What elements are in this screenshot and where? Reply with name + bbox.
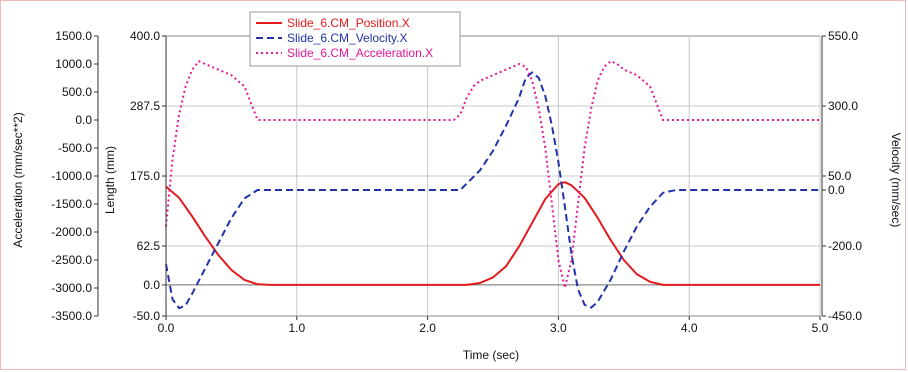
x-tick-label: 0.0 — [158, 321, 175, 335]
acceleration-axis-tick-label: -1000.0 — [51, 169, 92, 183]
velocity-axis-tick-label: -200.0 — [828, 239, 862, 253]
acceleration-axis-tick-label: -1500.0 — [51, 197, 92, 211]
length-axis-tick-label: 175.0 — [130, 169, 160, 183]
acceleration-axis-tick-label: -2500.0 — [51, 253, 92, 267]
acceleration-axis-tick-label: -2000.0 — [51, 225, 92, 239]
acceleration-axis-tick-label: -3000.0 — [51, 281, 92, 295]
acceleration-axis-tick-label: 500.0 — [62, 85, 92, 99]
length-axis-tick-label: 400.0 — [130, 29, 160, 43]
acceleration-axis-tick-label: 0.0 — [75, 113, 92, 127]
legend-box — [249, 11, 461, 67]
velocity-axis-tick-label: 300.0 — [828, 99, 858, 113]
length-axis-tick-label: 287.5 — [130, 99, 160, 113]
legend-label-1: Slide_6.CM_Velocity.X — [287, 31, 408, 45]
velocity-axis-tick-label: 0.0 — [828, 183, 845, 197]
series-line-0 — [165, 181, 820, 286]
legend: Slide_6.CM_Position.XSlide_6.CM_Velocity… — [249, 11, 461, 67]
y-axis-title-velocity: Velocity (mm/sec) — [889, 133, 903, 228]
legend-label-0: Slide_6.CM_Position.X — [287, 16, 410, 30]
x-axis-title: Time (sec) — [463, 348, 519, 362]
acceleration-axis-tick-label: -3500.0 — [51, 309, 92, 323]
x-tick-label: 1.0 — [288, 321, 305, 335]
y-axis-title-length: Length (mm) — [103, 146, 117, 214]
series-line-1 — [165, 71, 820, 310]
length-axis-tick-label: -50.0 — [133, 309, 161, 323]
series-layer — [165, 60, 821, 310]
velocity-axis-tick-label: -450.0 — [828, 309, 862, 323]
length-axis-tick-label: 62.5 — [137, 239, 161, 253]
acceleration-axis-tick-label: 1000.0 — [55, 57, 92, 71]
grid — [165, 35, 821, 317]
axes: 0.0 1.0 2.0 3.0 4.0 5.01500.01000.0500.00.0-5… — [51, 29, 862, 335]
length-axis-tick-label: 0.0 — [143, 278, 160, 292]
x-tick-label: 4.0 — [681, 321, 698, 335]
x-tick-label: 5.0 — [812, 321, 829, 335]
x-tick-label: 2.0 — [419, 321, 436, 335]
x-tick-label: 3.0 — [550, 321, 567, 335]
acceleration-axis-tick-label: 1500.0 — [55, 29, 92, 43]
velocity-axis-tick-label: 50.0 — [828, 169, 852, 183]
velocity-axis-tick-label: 550.0 — [828, 29, 858, 43]
y-axis-title-acceleration: Acceleration (mm/sec**2) — [11, 112, 25, 247]
acceleration-axis-tick-label: -500.0 — [58, 141, 92, 155]
series-line-2 — [165, 60, 820, 289]
legend-label-2: Slide_6.CM_Acceleration.X — [287, 46, 433, 60]
